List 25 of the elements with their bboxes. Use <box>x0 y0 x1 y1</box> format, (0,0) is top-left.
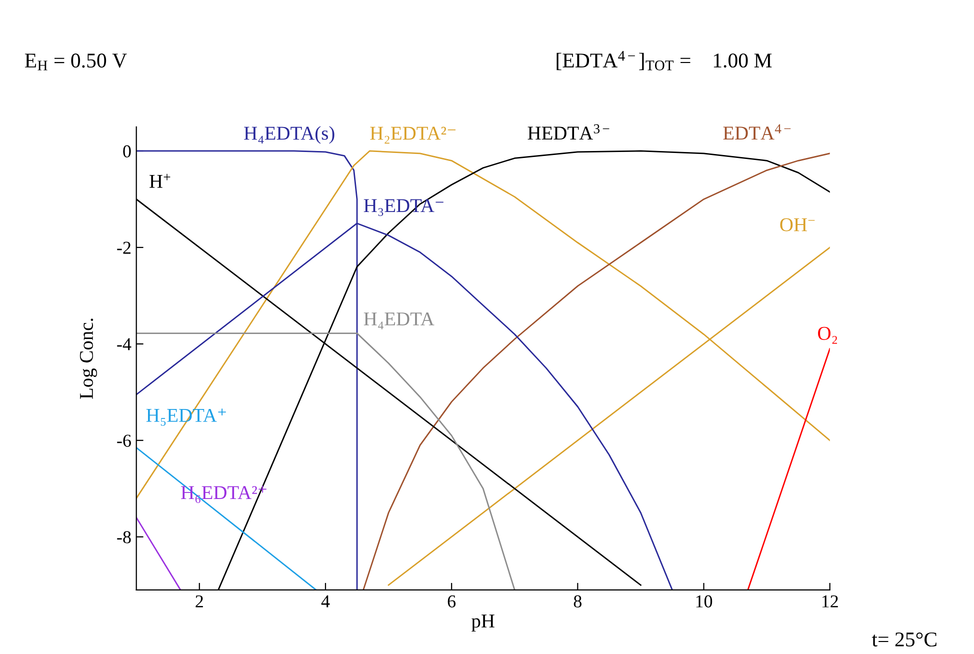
x-tick-label: 8 <box>574 595 582 608</box>
series-label: OH$^{−}$ <box>780 218 815 232</box>
x-tick-label: 12 <box>822 595 838 608</box>
series-label: HEDTA$^{3−}$ <box>528 124 610 140</box>
x-tick-label: 10 <box>696 595 712 608</box>
text: E$_{H}$ = 0.50 V <box>24 54 127 70</box>
series-label: H$^{+}$ <box>150 174 170 188</box>
series-label: O₂ <box>818 326 838 344</box>
y-tick-label: -4 <box>117 338 132 350</box>
y-tick-label: 0 <box>123 145 131 158</box>
x-tick-label: 4 <box>321 595 330 608</box>
y-tick-label: -2 <box>117 242 131 254</box>
x-tick-label: 6 <box>448 595 456 608</box>
y-tick-label: -6 <box>117 434 131 447</box>
y-axis-title: Log Conc. <box>80 318 98 399</box>
x-axis-title: pH <box>472 614 494 632</box>
line-series <box>136 332 516 590</box>
text: t= 25°C <box>872 632 936 646</box>
series-label: H₂EDTA²⁻ <box>370 126 456 144</box>
text: [EDTA$^{4−}$]$_{TOT}$ = 1.00 M <box>556 51 772 70</box>
series-label: H₄EDTA(s) <box>244 126 334 144</box>
y-tick-label: -8 <box>117 531 131 544</box>
series-label: H₄EDTA <box>364 312 434 330</box>
series-label: EDTA$^{4−}$ <box>723 124 791 140</box>
x-tick-label: 2 <box>196 595 203 608</box>
